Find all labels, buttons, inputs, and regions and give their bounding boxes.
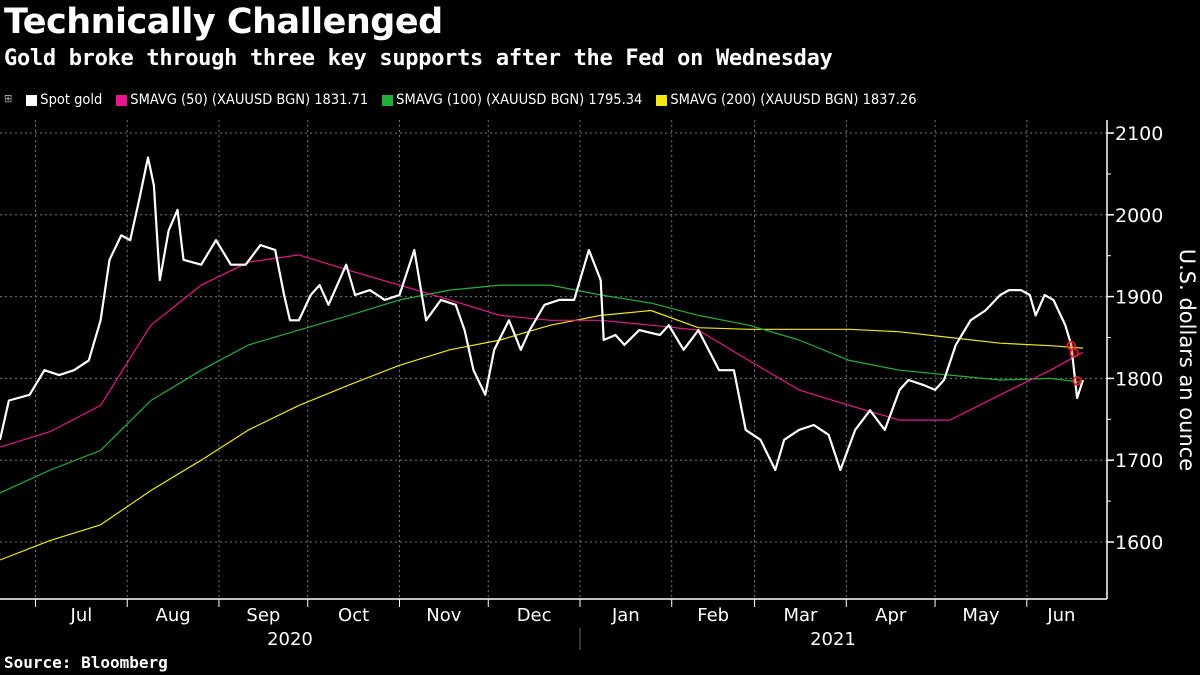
series-line-spot-gold [0,156,1085,472]
legend-swatch [382,94,394,106]
legend-item-sma200: SMAVG (200) (XAUUSD BGN) 1837.26 [656,92,917,108]
y-axis-label: U.S. dollars an ounce [1175,249,1199,471]
x-tick-label: Mar [783,605,818,626]
legend-swatch [26,94,38,106]
legend-label: SMAVG (100) (XAUUSD BGN) 1795.34 [396,92,643,108]
x-tick-label: Feb [697,605,729,626]
year-label: 2020 [267,629,313,650]
y-tick-label: 2100 [1115,123,1163,145]
x-tick-label: Jan [611,605,640,626]
crossover-marker [1069,348,1079,358]
legend-label: SMAVG (200) (XAUUSD BGN) 1837.26 [670,92,917,108]
series-line-smavg-200 [0,309,1084,561]
chart-title: Technically Challenged [4,2,443,42]
source-note: Source: Bloomberg [4,653,168,672]
x-tick-label: Jun [1046,605,1075,626]
series-line-smavg-100 [0,284,1084,494]
x-tick-label: Dec [517,605,552,626]
y-tick-label: 1600 [1115,532,1163,554]
legend: ⊞ Spot gold SMAVG (50) (XAUUSD BGN) 1831… [4,92,917,108]
legend-item-sma50: SMAVG (50) (XAUUSD BGN) 1831.71 [116,92,368,108]
crossover-marker [1072,376,1082,386]
legend-swatch [116,94,128,106]
x-tick-label: Apr [875,605,907,626]
legend-label: Spot gold [40,92,103,108]
y-tick-label: 1800 [1115,368,1163,390]
legend-item-sma100: SMAVG (100) (XAUUSD BGN) 1795.34 [382,92,642,108]
legend-collapse-icon[interactable]: ⊞ [4,92,13,105]
chart-subtitle: Gold broke through three key supports af… [4,46,833,71]
year-label: 2021 [810,629,856,650]
series-line-smavg-50 [0,254,1084,448]
x-tick-label: Aug [156,605,191,626]
y-tick-label: 1900 [1115,287,1163,309]
legend-item-spot: Spot gold [26,92,102,108]
y-tick-label: 2000 [1115,205,1163,227]
x-tick-label: Oct [338,605,369,626]
x-tick-label: Nov [426,605,461,626]
x-tick-label: Jul [70,605,93,626]
legend-label: SMAVG (50) (XAUUSD BGN) 1831.71 [130,92,369,108]
x-tick-label: Sep [246,605,280,626]
y-tick-label: 1700 [1115,450,1163,472]
x-tick-label: May [962,605,1000,626]
legend-swatch [656,94,668,106]
